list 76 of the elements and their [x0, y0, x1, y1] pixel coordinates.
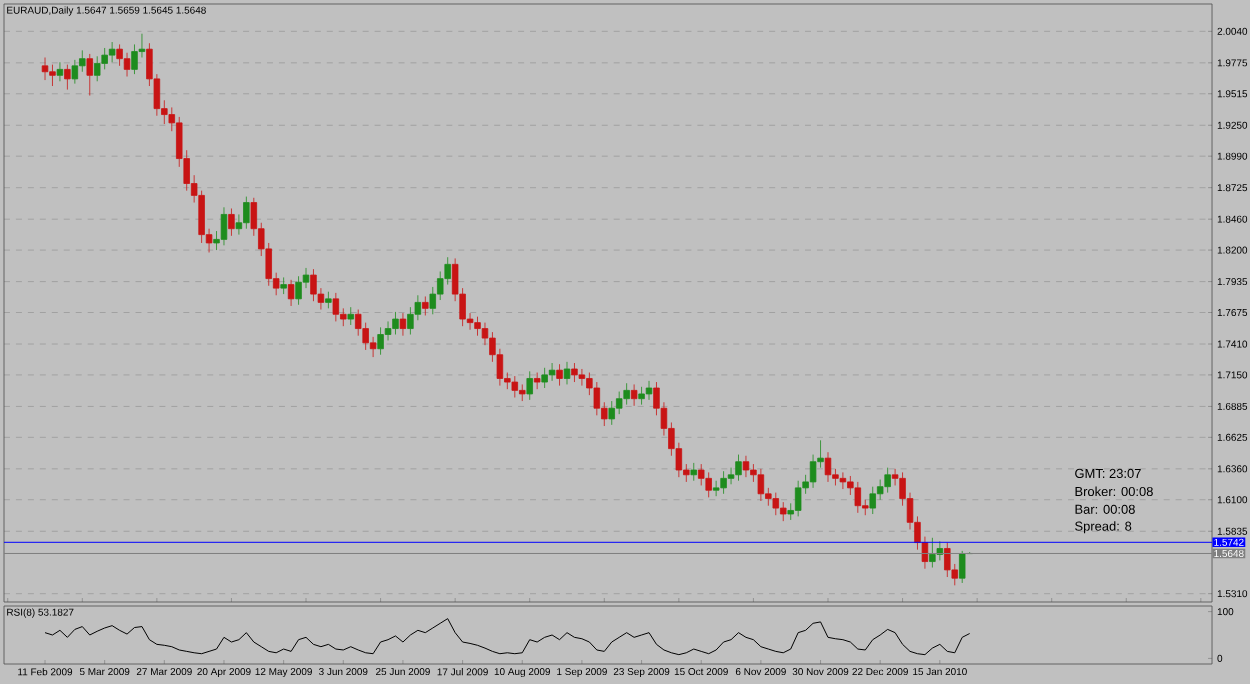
candlestick: [958, 550, 966, 584]
candlestick: [615, 391, 623, 415]
candlestick: [780, 501, 787, 522]
candlestick: [384, 321, 392, 341]
candlestick: [809, 454, 817, 489]
candlestick: [280, 277, 287, 295]
candlestick: [287, 279, 295, 307]
candlestick: [123, 52, 131, 77]
candlestick: [869, 486, 876, 515]
candlestick: [295, 275, 302, 306]
candlestick: [727, 467, 735, 485]
candlestick: [563, 361, 571, 385]
candlestick: [772, 492, 780, 516]
candlestick: [347, 306, 354, 326]
candlestick: [712, 480, 720, 497]
candlestick: [71, 59, 79, 85]
candlestick: [243, 196, 250, 230]
candlestick: [757, 468, 765, 502]
candlestick: [533, 372, 541, 390]
candlestick: [377, 326, 384, 356]
candlestick: [220, 206, 228, 246]
candlestick: [228, 208, 235, 237]
candlestick: [794, 480, 802, 517]
candlestick: [392, 311, 399, 335]
candlestick: [630, 384, 638, 407]
candlestick: [422, 296, 429, 316]
candlestick: [101, 47, 108, 70]
candlestick: [548, 362, 556, 382]
candlestick: [369, 336, 377, 358]
candlestick: [407, 306, 414, 335]
candlestick: [854, 481, 862, 514]
candlestick: [108, 41, 116, 63]
candlestick: [541, 367, 548, 389]
candlestick: [705, 472, 712, 498]
candlestick: [608, 400, 615, 426]
candlestick: [198, 190, 205, 244]
line-series: [44, 618, 971, 656]
candlestick: [86, 53, 93, 96]
candlestick: [79, 49, 86, 73]
candlestick: [93, 55, 101, 82]
candlestick: [556, 363, 563, 387]
candlestick: [824, 451, 832, 483]
candlestick: [429, 286, 436, 315]
candlestick: [56, 61, 64, 82]
candlestick: [839, 472, 847, 490]
candlestick: [41, 57, 49, 81]
candlestick: [310, 268, 317, 302]
candlestick: [571, 362, 578, 383]
candlestick: [116, 44, 123, 67]
candlestick: [49, 64, 56, 87]
candlestick: [578, 368, 586, 387]
candlestick: [690, 462, 697, 482]
candlestick: [876, 479, 884, 501]
candlestick: [64, 64, 71, 90]
candlestick: [929, 537, 936, 568]
candlestick: [436, 271, 444, 301]
candlestick: [645, 380, 653, 401]
candlestick: [623, 382, 630, 406]
candlestick: [362, 322, 369, 351]
candlestick: [414, 294, 422, 321]
candlestick: [354, 309, 362, 337]
candlestick: [697, 463, 705, 486]
candlestick: [332, 292, 340, 322]
candlestick: [399, 312, 407, 337]
candlestick: [526, 370, 533, 401]
candlestick: [325, 291, 332, 309]
candlestick: [944, 542, 951, 578]
candlestick: [720, 470, 727, 495]
candlestick: [519, 384, 526, 402]
candlestick: [638, 386, 645, 406]
candlestick: [474, 316, 481, 337]
candlestick: [742, 455, 750, 478]
candlestick: [593, 381, 601, 416]
candlestick: [884, 467, 891, 494]
candlestick: [131, 44, 138, 75]
candlestick: [511, 375, 519, 398]
